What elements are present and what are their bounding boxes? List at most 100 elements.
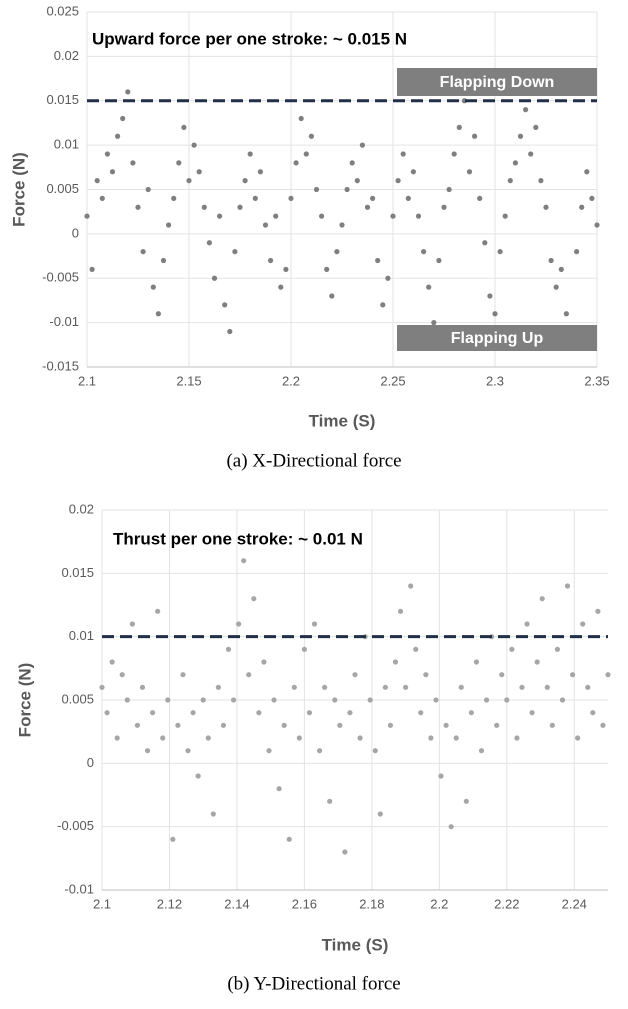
point <box>191 142 197 148</box>
point <box>144 748 151 754</box>
point <box>303 151 309 157</box>
point <box>104 151 110 157</box>
point <box>150 284 156 290</box>
point <box>308 133 314 139</box>
point <box>548 257 554 264</box>
y-tick-label: 0.01 <box>69 628 94 643</box>
point <box>423 672 429 678</box>
point <box>236 621 242 627</box>
point <box>237 204 243 210</box>
point <box>298 115 304 122</box>
point <box>397 608 404 614</box>
point <box>339 222 345 228</box>
point <box>288 195 294 201</box>
caption: (a) X-Directional force <box>226 450 401 471</box>
point <box>463 798 469 804</box>
point <box>441 204 447 210</box>
point <box>448 824 454 830</box>
point <box>120 115 126 122</box>
point <box>519 684 525 690</box>
point <box>170 836 176 842</box>
y-tick-label: 0.015 <box>46 92 79 107</box>
point <box>247 151 253 157</box>
y-tick-label: 0.015 <box>61 565 94 580</box>
point <box>230 697 237 703</box>
point <box>114 735 120 741</box>
point <box>175 722 181 728</box>
point <box>185 748 191 754</box>
point <box>456 124 462 130</box>
point <box>150 710 156 716</box>
x-tick-label: 2.12 <box>157 896 182 911</box>
point <box>129 621 135 627</box>
point <box>140 249 146 255</box>
point <box>438 773 444 779</box>
point <box>241 558 247 564</box>
point <box>227 328 233 335</box>
x-tick-label: 2.2 <box>282 373 300 388</box>
point <box>395 178 401 184</box>
point <box>206 240 212 246</box>
point <box>468 710 474 716</box>
point <box>492 311 498 317</box>
x-tick-label: 2.15 <box>176 373 201 388</box>
point <box>283 266 289 272</box>
point <box>549 722 555 728</box>
point <box>370 195 376 201</box>
point <box>291 684 297 690</box>
point <box>349 160 355 166</box>
y-tick-label: 0 <box>87 755 94 770</box>
point <box>165 697 171 703</box>
point <box>403 684 409 690</box>
point <box>332 697 338 703</box>
point <box>242 178 248 184</box>
point <box>387 722 394 728</box>
point <box>115 133 121 139</box>
point <box>405 195 411 201</box>
point <box>180 672 186 678</box>
y-tick-label: -0.01 <box>49 314 79 329</box>
point <box>574 249 580 255</box>
point <box>564 583 571 589</box>
point <box>135 204 141 210</box>
point <box>553 284 559 290</box>
point <box>575 735 581 741</box>
point <box>89 266 95 272</box>
point <box>502 213 508 219</box>
point <box>354 178 360 184</box>
point <box>190 710 196 716</box>
point <box>559 697 566 703</box>
point <box>523 107 529 113</box>
point <box>319 213 325 219</box>
point <box>109 659 115 665</box>
point <box>201 204 207 210</box>
point <box>271 697 277 703</box>
point <box>554 646 561 652</box>
point <box>210 811 216 817</box>
point <box>195 773 201 779</box>
y-tick-label: -0.01 <box>64 881 94 896</box>
y-tick-label: 0.005 <box>46 181 79 196</box>
point <box>119 672 125 678</box>
point <box>539 596 545 602</box>
point <box>421 249 427 255</box>
point <box>94 178 100 184</box>
y-tick-label: 0.02 <box>69 501 94 516</box>
x-tick-label: 2.18 <box>359 896 384 911</box>
x-tick-label: 2.35 <box>584 373 609 388</box>
point <box>316 748 323 754</box>
y-axis-title: Force (N) <box>9 152 28 227</box>
y-tick-label: -0.005 <box>42 270 79 285</box>
point <box>478 748 485 754</box>
point <box>276 786 282 792</box>
point <box>431 320 437 326</box>
point <box>196 169 202 175</box>
box-label: Flapping Up <box>451 330 544 347</box>
point <box>594 222 600 228</box>
point <box>176 160 182 166</box>
point <box>109 169 116 175</box>
point <box>380 302 386 308</box>
point <box>375 257 381 264</box>
point <box>246 672 252 678</box>
